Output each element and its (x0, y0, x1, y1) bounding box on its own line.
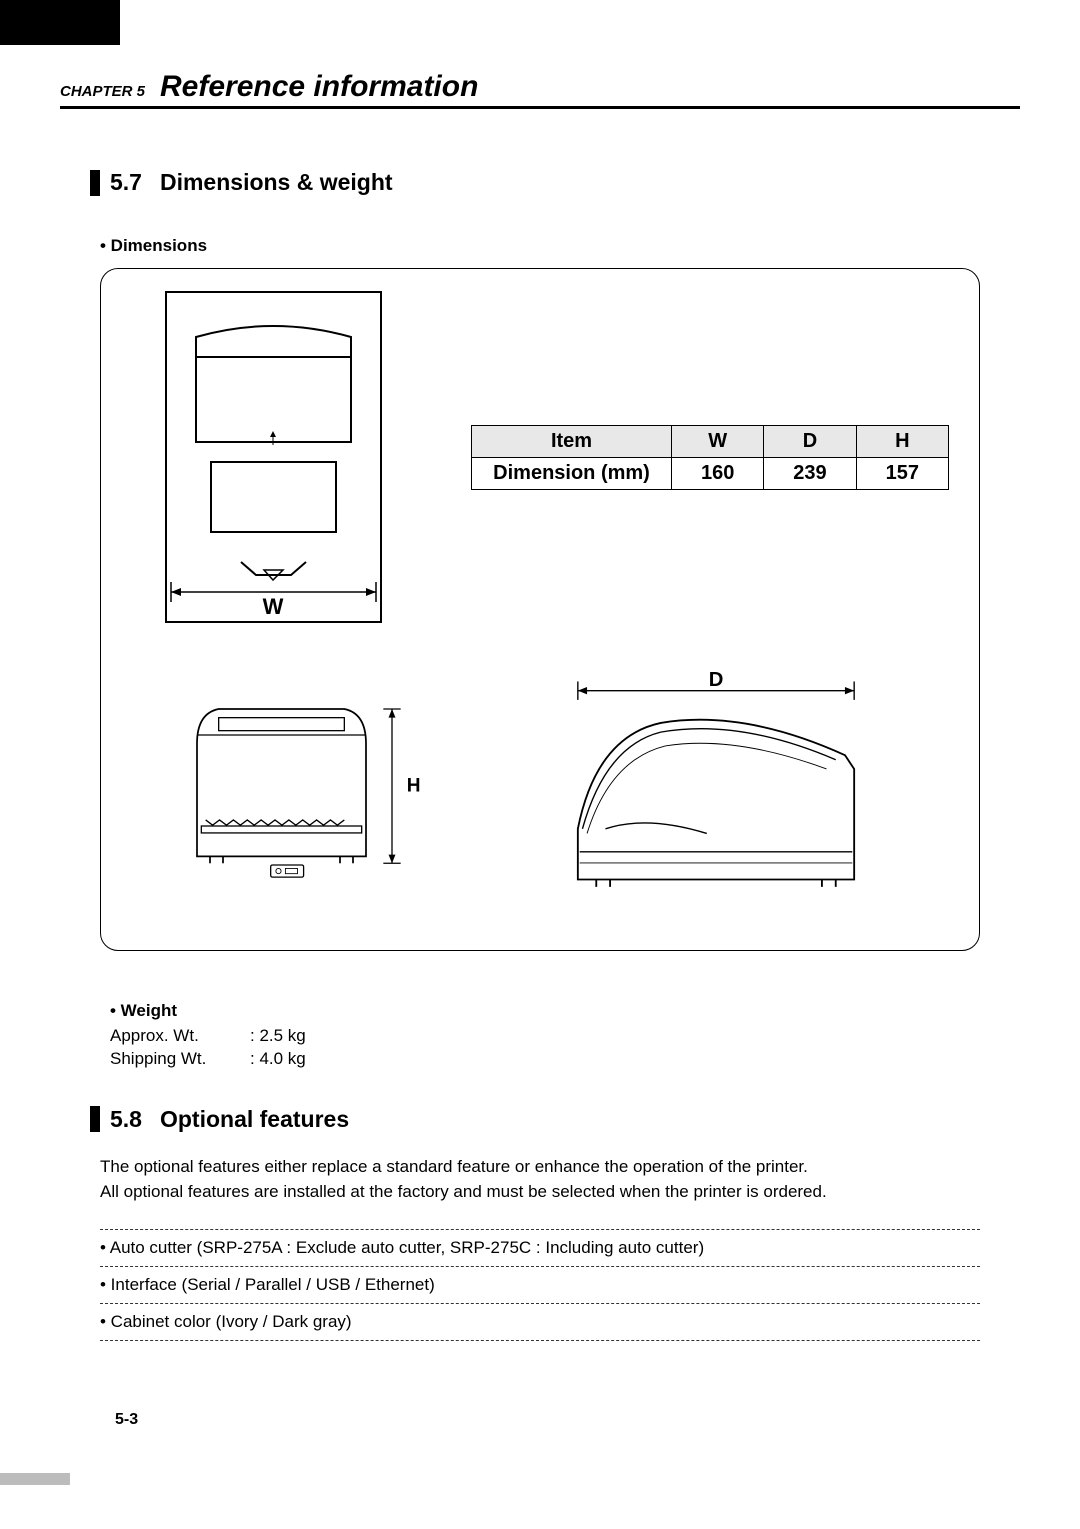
table-header: D (764, 425, 856, 457)
table-header: H (856, 425, 948, 457)
weight-row: Approx. Wt. : 2.5 kg (110, 1025, 1020, 1048)
section-title: Optional features (160, 1106, 349, 1133)
page-number: 5-3 (115, 1411, 1020, 1429)
divider-dashed (100, 1340, 980, 1341)
section-number: 5.8 (110, 1106, 142, 1133)
section-intro: The optional features either replace a s… (100, 1155, 980, 1204)
weight-key: Shipping Wt. (110, 1048, 250, 1071)
feature-item: • Cabinet color (Ivory / Dark gray) (100, 1304, 980, 1340)
chapter-label: CHAPTER 5 (60, 83, 145, 100)
dimension-table-wrap: Item W D H Dimension (mm) 160 239 157 (471, 425, 949, 490)
svg-text:H: H (407, 775, 421, 796)
section-title: Dimensions & weight (160, 169, 393, 196)
svg-text:W: W (263, 594, 284, 619)
feature-item: • Auto cutter (SRP-275A : Exclude auto c… (100, 1230, 980, 1266)
intro-line: All optional features are installed at t… (100, 1180, 980, 1205)
heading-bar-icon (90, 1106, 100, 1132)
table-header: Item (472, 425, 672, 457)
table-cell: 157 (856, 457, 948, 489)
table-header: W (672, 425, 764, 457)
dimensions-box: W Item W D H Dimension (mm) 160 239 157 (100, 268, 980, 951)
section-5-8-heading: 5.8 Optional features (90, 1106, 1020, 1133)
dimensions-label: • Dimensions (100, 236, 1020, 256)
printer-front-view-icon: H (171, 662, 431, 912)
weight-row: Shipping Wt. : 4.0 kg (110, 1048, 1020, 1071)
dimension-table: Item W D H Dimension (mm) 160 239 157 (471, 425, 949, 490)
weight-value: : 4.0 kg (250, 1048, 306, 1071)
printer-top-view-icon: W (156, 287, 391, 627)
corner-black-box (0, 0, 120, 45)
optional-features-list: • Auto cutter (SRP-275A : Exclude auto c… (100, 1229, 980, 1341)
heading-bar-icon (90, 170, 100, 196)
weight-label: • Weight (110, 1001, 1020, 1021)
weight-block: • Weight Approx. Wt. : 2.5 kg Shipping W… (110, 1001, 1020, 1071)
intro-line: The optional features either replace a s… (100, 1155, 980, 1180)
feature-item: • Interface (Serial / Parallel / USB / E… (100, 1267, 980, 1303)
printer-side-view-icon: D (541, 662, 891, 922)
table-cell: 239 (764, 457, 856, 489)
weight-value: : 2.5 kg (250, 1025, 306, 1048)
svg-text:D: D (709, 669, 724, 691)
table-row-label: Dimension (mm) (472, 457, 672, 489)
section-number: 5.7 (110, 169, 142, 196)
chapter-title: Reference information (160, 70, 478, 104)
footer-gray-bar (0, 1473, 70, 1485)
table-cell: 160 (672, 457, 764, 489)
chapter-header: CHAPTER 5 Reference information (60, 70, 1020, 109)
weight-key: Approx. Wt. (110, 1025, 250, 1048)
section-5-7-heading: 5.7 Dimensions & weight (90, 169, 1020, 196)
